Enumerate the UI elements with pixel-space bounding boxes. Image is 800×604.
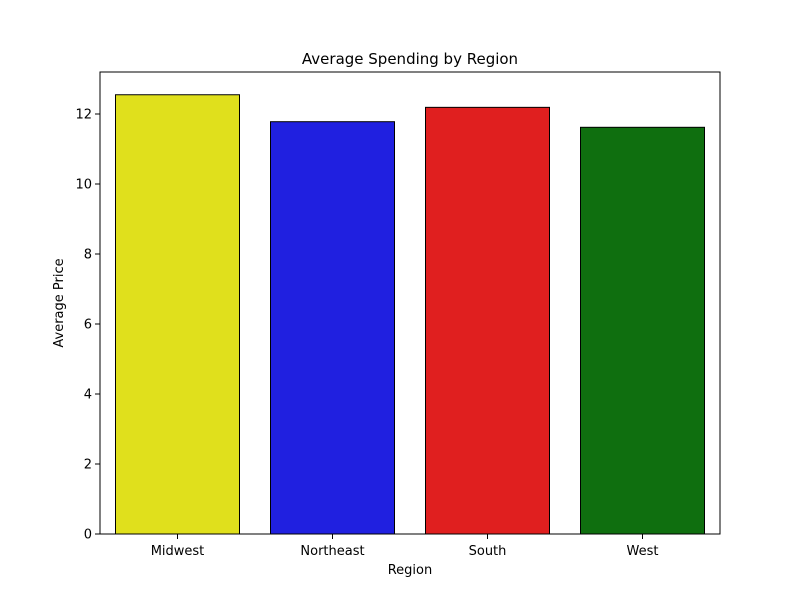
- y-tick-label: 8: [84, 248, 92, 263]
- plot-frame: [99, 71, 721, 535]
- y-tick-label: 2: [84, 458, 92, 473]
- y-tick-label: 4: [84, 388, 92, 403]
- y-tick-label: 10: [75, 178, 92, 193]
- x-tick-label: West: [627, 544, 659, 559]
- x-tick-label: South: [469, 544, 507, 559]
- bar-midwest: [115, 94, 240, 535]
- x-axis: Midwest Northeast South West: [151, 534, 659, 559]
- bar-south: [425, 106, 550, 535]
- y-tick-label: 12: [75, 108, 92, 123]
- x-tick-label: Northeast: [300, 544, 364, 559]
- y-axis: 0 2 4 6 8 10 12: [75, 108, 100, 543]
- x-axis-label: Region: [388, 563, 433, 578]
- bar-west: [580, 126, 705, 535]
- chart-title: Average Spending by Region: [302, 50, 518, 68]
- x-tick-label: Midwest: [151, 544, 205, 559]
- bar-northeast: [270, 121, 395, 535]
- y-tick-label: 0: [84, 528, 92, 543]
- y-tick-label: 6: [84, 318, 92, 333]
- y-axis-label: Average Price: [52, 258, 67, 347]
- bars-group: [115, 94, 705, 535]
